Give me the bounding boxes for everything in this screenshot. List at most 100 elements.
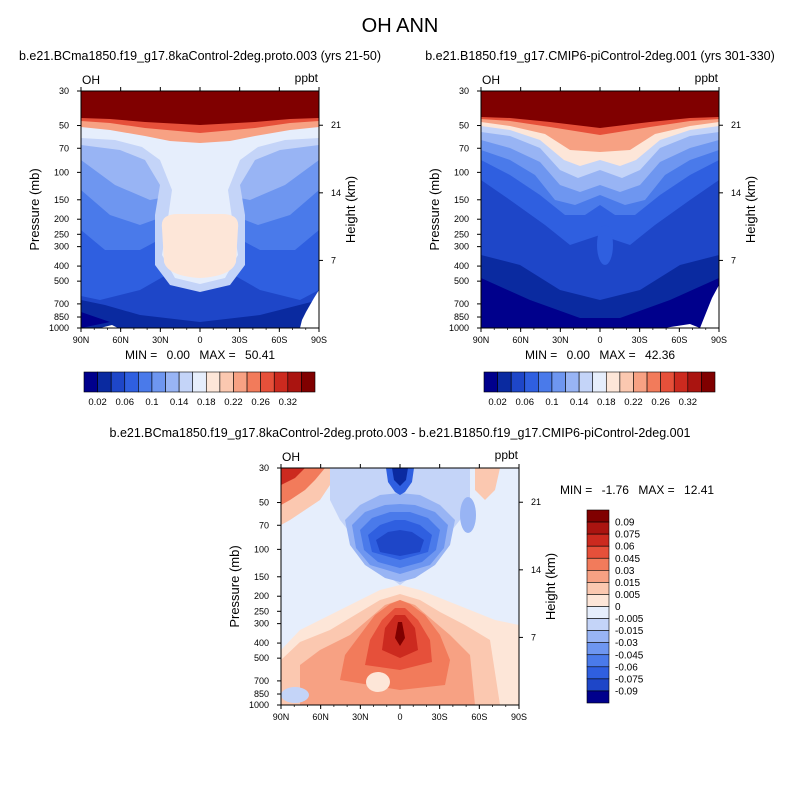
x-tick-label: 60N <box>312 712 329 722</box>
colorbar-tick-label: 0.1 <box>545 397 558 408</box>
field-contour <box>366 672 390 692</box>
x-tick-label: 0 <box>597 335 602 345</box>
y-tick-label: 1000 <box>449 323 469 333</box>
x-tick-label: 90N <box>473 335 490 345</box>
x-tick-label: 60S <box>471 712 487 722</box>
colorbar-tick-label: -0.015 <box>615 626 644 637</box>
y-tick-label: 1000 <box>249 700 269 710</box>
colorbar-swatch <box>586 690 610 704</box>
colorbar-swatch <box>578 371 594 393</box>
colorbar-tick-label: -0.03 <box>615 638 638 649</box>
colorbar-tick-label: 0.18 <box>197 397 216 408</box>
colorbar-swatch <box>586 678 610 692</box>
y-right-axis-title: Height (km) <box>343 176 358 243</box>
field-contour <box>475 468 500 500</box>
x-tick-label: 60S <box>671 335 687 345</box>
x-tick-label: 30S <box>632 335 648 345</box>
panel-b-field <box>481 91 719 328</box>
panel-a-stats: MIN = 0.00 MAX = 50.41 <box>125 348 275 362</box>
x-tick-label: 90S <box>311 335 327 345</box>
colorbar-tick-label: -0.005 <box>615 614 644 625</box>
panel-b-max-value: 42.36 <box>645 348 675 362</box>
field-contour <box>597 225 613 265</box>
y-tick-label: 200 <box>54 214 69 224</box>
x-tick-label: 30S <box>232 335 248 345</box>
panel-a-max-label: MAX = <box>199 348 235 362</box>
colorbar-swatch <box>687 371 702 393</box>
y-tick-label: 50 <box>259 498 269 508</box>
x-tick-label: 60S <box>271 335 287 345</box>
panel-a-field <box>81 91 319 328</box>
y-axis-title: Pressure (mb) <box>27 168 42 250</box>
panel-b-max-label: MAX = <box>599 348 635 362</box>
panel-difference: b.e21.BCma1850.f19_g17.8kaControl-2deg.p… <box>110 426 715 722</box>
x-tick-label: 0 <box>397 712 402 722</box>
colorbar-tick-label: 0.1 <box>145 397 158 408</box>
field-contour <box>460 497 476 533</box>
colorbar-tick-label: 0.14 <box>170 397 189 408</box>
y-right-tick-label: 14 <box>731 188 741 198</box>
y-tick-label: 100 <box>254 544 269 554</box>
panel-c-axes: 90N 60N 30N 0 30S 60S 90S 30 50 70 100 150 200 250 300… <box>227 463 558 722</box>
colorbar-swatch <box>510 371 526 393</box>
x-tick-label: 30N <box>552 335 569 345</box>
field-contour <box>481 91 719 128</box>
panel-a-min-value: 0.00 <box>167 348 191 362</box>
panel-a-colorbar: 0.02 0.06 0.1 0.14 0.18 0.22 0.26 0.32 <box>83 371 316 408</box>
y-right-tick-label: 7 <box>531 632 536 642</box>
y-tick-label: 700 <box>54 299 69 309</box>
panel-b-min-value: 0.00 <box>567 348 591 362</box>
y-tick-label: 50 <box>59 121 69 131</box>
panel-c-max-value: 12.41 <box>684 483 714 497</box>
figure-title: OH ANN <box>362 15 439 37</box>
y-tick-label: 100 <box>54 167 69 177</box>
field-contour <box>81 312 110 328</box>
y-tick-label: 700 <box>454 299 469 309</box>
colorbar-swatch <box>497 371 512 393</box>
colorbar-tick-label: 0.26 <box>651 397 670 408</box>
colorbar-swatch <box>586 582 610 595</box>
y-tick-label: 400 <box>54 261 69 271</box>
colorbar-swatch <box>273 371 289 393</box>
colorbar-swatch <box>483 371 498 393</box>
x-tick-label: 30N <box>352 712 369 722</box>
y-tick-label: 150 <box>254 572 269 582</box>
colorbar-swatch <box>192 371 207 393</box>
colorbar-tick-label: 0.02 <box>488 397 507 408</box>
panel-a-title: b.e21.BCma1850.f19_g17.8kaControl-2deg.p… <box>19 49 381 63</box>
colorbar-swatch <box>586 533 610 547</box>
colorbar-tick-label: 0.22 <box>624 397 643 408</box>
y-tick-label: 70 <box>459 143 469 153</box>
x-tick-label: 90N <box>273 712 290 722</box>
y-tick-label: 400 <box>254 638 269 648</box>
colorbar-swatch <box>605 371 621 393</box>
colorbar-tick-label: 0.32 <box>679 397 698 408</box>
y-tick-label: 850 <box>454 312 469 322</box>
field-contour <box>81 91 319 125</box>
field-contour <box>161 214 239 278</box>
colorbar-swatch <box>586 570 610 583</box>
field-contour <box>81 91 319 284</box>
panel-b-stats: MIN = 0.00 MAX = 42.36 <box>525 348 675 362</box>
colorbar-tick-label: -0.06 <box>615 662 638 673</box>
colorbar-tick-label: 0.02 <box>88 397 107 408</box>
colorbar-swatch <box>301 371 316 393</box>
y-tick-label: 250 <box>254 606 269 616</box>
y-axis-title: Pressure (mb) <box>227 545 242 627</box>
y-tick-label: 30 <box>459 86 469 96</box>
colorbar-tick-label: 0.045 <box>615 554 640 565</box>
x-tick-label: 90S <box>511 712 527 722</box>
y-tick-label: 70 <box>59 143 69 153</box>
missing-data <box>700 285 719 328</box>
y-right-tick-label: 7 <box>331 255 336 265</box>
y-right-axis-title: Height (km) <box>743 176 758 243</box>
x-tick-label: 60N <box>112 335 129 345</box>
colorbar-swatch <box>83 371 98 393</box>
colorbar-swatch <box>233 371 248 393</box>
y-right-tick-label: 21 <box>731 120 741 130</box>
colorbar-tick-label: 0.005 <box>615 590 640 601</box>
y-tick-label: 500 <box>54 276 69 286</box>
x-tick-label: 30N <box>152 335 169 345</box>
colorbar-tick-label: -0.045 <box>615 650 644 661</box>
